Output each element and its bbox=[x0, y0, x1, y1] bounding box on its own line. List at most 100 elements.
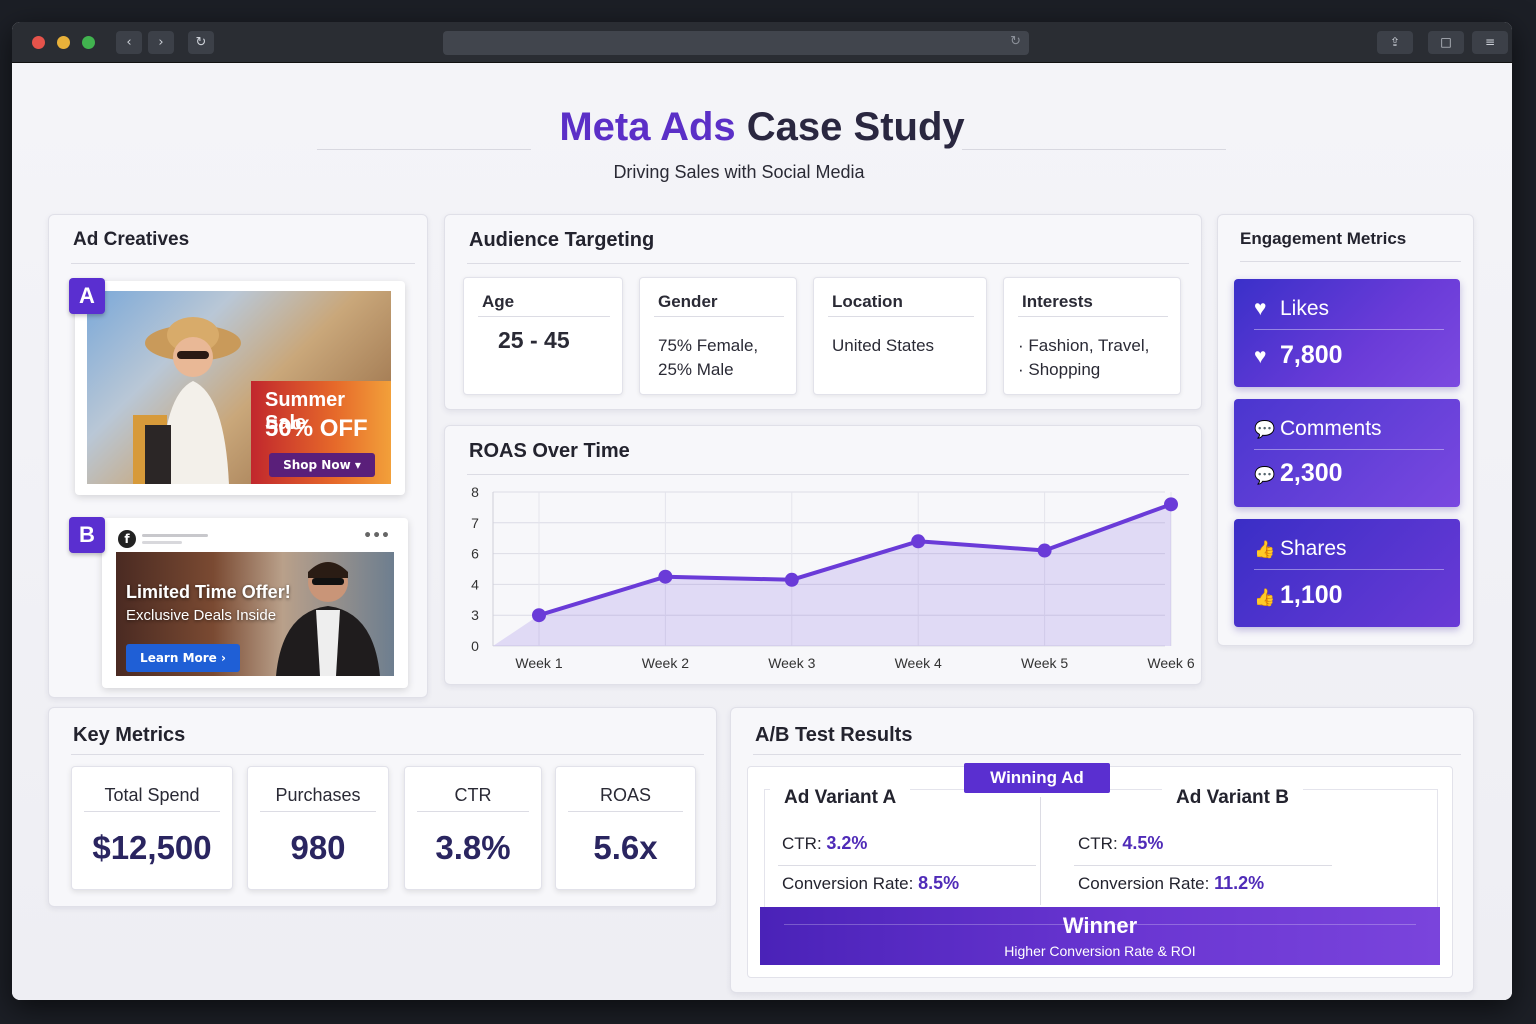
thumbs-up-icon: 👍 bbox=[1254, 540, 1276, 559]
ad-a-headline: Summer Sale bbox=[265, 389, 346, 434]
divider bbox=[1018, 316, 1168, 317]
variant-conversion: Conversion Rate: 8.5% bbox=[782, 873, 959, 894]
y-tick-label: 7 bbox=[471, 515, 479, 531]
ab-comparison-panel: Ad Variant A CTR: 3.2% Conversion Rate: … bbox=[747, 763, 1453, 978]
metric-value: 3.8% bbox=[435, 829, 511, 866]
y-tick-label: 0 bbox=[471, 638, 479, 654]
close-window-button[interactable] bbox=[32, 36, 45, 49]
roas-line-chart: 0 3 4 6 7 8 Week 1 Week 2 Week 3 Week 4 Week 5 Week… bbox=[471, 484, 1195, 671]
winning-ad-badge: Winning Ad bbox=[964, 763, 1110, 793]
window-button[interactable]: □ bbox=[1428, 31, 1464, 54]
ctr-value: 3.2% bbox=[826, 833, 868, 853]
heart-icon: ♥ bbox=[1254, 297, 1267, 320]
audience-value-line: 25% Male bbox=[658, 360, 734, 379]
comment-icon: 💬 bbox=[1254, 466, 1276, 485]
data-point bbox=[784, 572, 799, 587]
data-point bbox=[658, 569, 673, 584]
ad-a-offer: 50% OFF bbox=[265, 415, 368, 442]
x-tick-label: Week 3 bbox=[768, 655, 815, 671]
metric-ctr: CTR 3.8% bbox=[404, 766, 542, 890]
audience-location: Location United States bbox=[813, 277, 987, 395]
divider bbox=[478, 316, 610, 317]
audience-value-line: 75% Female, bbox=[658, 336, 759, 355]
metric-label: Total Spend bbox=[104, 785, 200, 805]
more-options-icon[interactable]: ••• bbox=[363, 528, 390, 544]
shares-value: 1,100 bbox=[1280, 581, 1343, 609]
comment-icon: 💬 bbox=[1254, 420, 1276, 439]
audience-value-line: · Shopping bbox=[1018, 360, 1101, 379]
winner-title: Winner bbox=[1062, 913, 1138, 938]
ad-b-headline: Limited Time Offer! bbox=[126, 582, 291, 602]
chevron-right-icon: › bbox=[158, 35, 164, 50]
audience-label: Location bbox=[832, 292, 903, 311]
learn-more-button[interactable]: Learn More › bbox=[126, 644, 240, 672]
ad-creative-b[interactable]: f ••• Limited Time Offer! Exclusive Deal… bbox=[102, 518, 408, 688]
data-point bbox=[532, 608, 546, 623]
likes-card: ♥ Likes ♥ 7,800 bbox=[1234, 279, 1460, 387]
card-title: A/B Test Results bbox=[755, 724, 913, 746]
variant-a-tag: A bbox=[69, 278, 105, 314]
audience-value-line: · Fashion, Travel, bbox=[1018, 336, 1150, 355]
divider bbox=[784, 924, 1416, 925]
data-point bbox=[1037, 543, 1052, 558]
ad-a-image: Summer Sale 50% OFF Shop Now ▾ bbox=[87, 291, 391, 484]
title-divider-left bbox=[317, 149, 531, 150]
share-icon: ⇪ bbox=[1389, 35, 1401, 49]
forward-button[interactable]: › bbox=[148, 31, 174, 54]
model-photo-icon bbox=[133, 317, 241, 484]
ad-creative-a[interactable]: Summer Sale 50% OFF Shop Now ▾ bbox=[75, 281, 405, 495]
page-subtitle: Driving Sales with Social Media bbox=[613, 162, 865, 182]
series-area bbox=[493, 504, 1171, 646]
ctr-label: CTR: bbox=[1078, 834, 1118, 853]
model-photo-icon bbox=[276, 562, 380, 676]
browser-toolbar: ‹ › ↻ ↻ ⇪ □ ≡ bbox=[12, 22, 1512, 63]
minimize-window-button[interactable] bbox=[57, 36, 70, 49]
address-bar[interactable]: ↻ bbox=[443, 31, 1029, 55]
audience-value: United States bbox=[832, 336, 935, 355]
comments-label: Comments bbox=[1280, 417, 1382, 440]
ad-b-subline: Exclusive Deals Inside bbox=[126, 607, 277, 624]
audience-age: Age 25 - 45 bbox=[463, 277, 623, 395]
page-title-rest: Case Study bbox=[735, 105, 965, 149]
divider bbox=[71, 263, 415, 264]
share-button[interactable]: ⇪ bbox=[1377, 31, 1413, 54]
page-title: Meta Ads Case Study bbox=[12, 105, 1512, 150]
refresh-icon[interactable]: ↻ bbox=[1010, 34, 1021, 49]
reload-button[interactable]: ↻ bbox=[188, 31, 214, 54]
page-content: Meta Ads Case Study Driving Sales with S… bbox=[12, 63, 1512, 1000]
variant-ctr: CTR: 3.2% bbox=[782, 833, 867, 854]
conversion-label: Conversion Rate: bbox=[782, 874, 914, 893]
data-point bbox=[911, 534, 926, 549]
key-metrics-card: Key Metrics Total Spend $12,500 Purchase… bbox=[48, 707, 717, 907]
metric-value: 980 bbox=[290, 829, 346, 866]
audience-label: Gender bbox=[658, 292, 718, 311]
x-tick-label: Week 5 bbox=[1021, 655, 1068, 671]
divider bbox=[828, 316, 974, 317]
menu-button[interactable]: ≡ bbox=[1472, 31, 1508, 54]
comments-card: 💬 Comments 💬 2,300 bbox=[1234, 399, 1460, 507]
variant-ctr: CTR: 4.5% bbox=[1078, 833, 1163, 854]
back-button[interactable]: ‹ bbox=[116, 31, 142, 54]
reload-icon: ↻ bbox=[195, 35, 207, 50]
audience-label: Interests bbox=[1022, 292, 1093, 311]
shop-now-button[interactable]: Shop Now ▾ bbox=[269, 453, 375, 477]
heart-icon: ♥ bbox=[1254, 345, 1267, 368]
metric-purchases: Purchases 980 bbox=[247, 766, 389, 890]
y-tick-label: 6 bbox=[471, 546, 479, 562]
metric-value: 5.6x bbox=[593, 829, 658, 866]
variant-name: Ad Variant A bbox=[770, 787, 911, 809]
divider bbox=[1254, 329, 1444, 330]
audience-interests: Interests · Fashion, Travel, · Shopping bbox=[1003, 277, 1181, 395]
card-title: Audience Targeting bbox=[469, 229, 655, 251]
metric-total-spend: Total Spend $12,500 bbox=[71, 766, 233, 890]
metric-roas: ROAS 5.6x bbox=[555, 766, 696, 890]
divider bbox=[654, 316, 784, 317]
shares-label: Shares bbox=[1280, 537, 1347, 560]
y-tick-label: 4 bbox=[471, 576, 479, 592]
maximize-window-button[interactable] bbox=[82, 36, 95, 49]
comments-value: 2,300 bbox=[1280, 459, 1343, 487]
ad-b-image: Limited Time Offer! Exclusive Deals Insi… bbox=[116, 552, 394, 676]
ab-test-card: A/B Test Results Ad Variant A CTR: 3.2% … bbox=[730, 707, 1474, 993]
divider bbox=[1240, 261, 1461, 262]
shares-card: 👍 Shares 👍 1,100 bbox=[1234, 519, 1460, 627]
